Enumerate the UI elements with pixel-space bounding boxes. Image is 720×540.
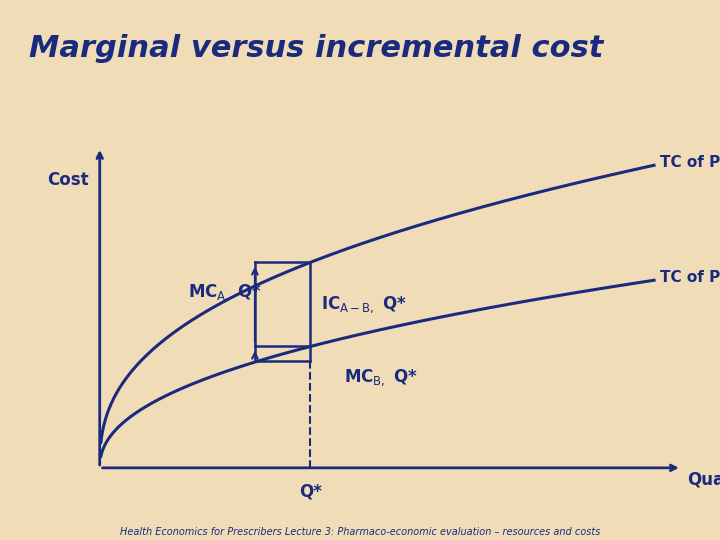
Text: Marginal versus incremental cost: Marginal versus incremental cost <box>29 34 603 63</box>
Text: Health Economics for Prescribers Lecture 3: Pharmaco-economic evaluation – resou: Health Economics for Prescribers Lecture… <box>120 527 600 537</box>
Text: TC of Prog B: TC of Prog B <box>660 269 720 285</box>
Text: MC$_{\mathsf{B,}}$ Q*: MC$_{\mathsf{B,}}$ Q* <box>343 368 418 388</box>
Text: Cost: Cost <box>47 171 89 190</box>
Text: IC$_{\mathsf{A-B,}}$ Q*: IC$_{\mathsf{A-B,}}$ Q* <box>321 294 407 315</box>
Text: MC$_{\mathsf{A,}}$ Q*: MC$_{\mathsf{A,}}$ Q* <box>189 282 262 302</box>
Text: Q*: Q* <box>299 483 322 501</box>
Text: TC of Prog A: TC of Prog A <box>660 155 720 170</box>
Text: Quantity: Quantity <box>688 471 720 489</box>
